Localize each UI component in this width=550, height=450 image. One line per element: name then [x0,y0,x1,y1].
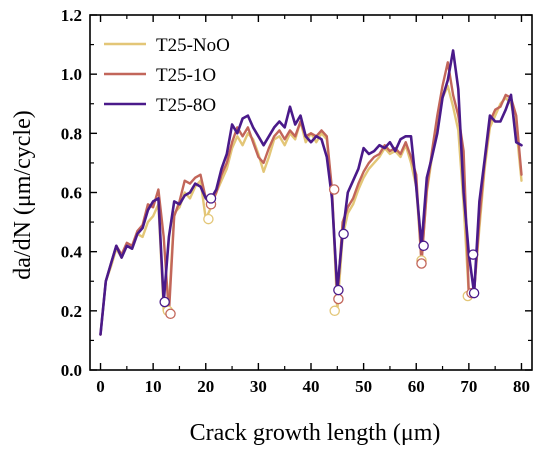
highlight-point-T25-8O [338,228,349,240]
legend-label-T25-8O: T25-8O [156,95,216,116]
y-tick-label: 1.2 [61,6,82,25]
series-line-T25-8O [99,49,523,336]
y-axis-label: da/dN (μm/cycle) [10,110,36,279]
highlight-point-T25-8O [468,287,480,299]
x-tick-label: 40 [303,377,320,396]
highlight-point-T25-NoO [329,305,340,317]
highlight-point-T25-8O [159,296,170,308]
y-tick-label: 0.2 [61,302,82,321]
highlight-point-T25-8O [418,240,429,252]
legend-label-T25-NoO: T25-NoO [156,35,230,56]
x-tick-label: 0 [96,377,105,396]
highlight-point-T25-8O [467,249,479,260]
x-axis-label: Crack growth length (μm) [190,420,441,446]
highlight-point-T25-1O [416,258,427,269]
x-tick-label: 80 [513,377,530,396]
x-tick-label: 60 [408,377,425,396]
highlight-point-T25-1O [328,184,340,195]
x-tick-label: 20 [197,377,214,396]
y-tick-label: 0.6 [61,184,82,203]
x-tick-label: 70 [460,377,477,396]
highlight-point-T25-1O [333,293,344,305]
highlight-point-T25-NoO [203,213,214,225]
highlight-point-T25-8O [333,284,344,296]
legend: T25-NoO T25-1O T25-8O [104,35,230,116]
markers-layer [159,184,480,320]
y-tick-label: 0.4 [61,243,83,262]
y-tick-label: 0.8 [61,124,82,143]
highlight-point-T25-1O [165,308,176,320]
series-line-T25-1O [99,61,523,336]
highlight-point-T25-8O [205,193,217,204]
x-tick-label: 10 [145,377,162,396]
series-layer [99,49,523,336]
x-tick-label: 50 [355,377,372,396]
legend-label-T25-1O: T25-1O [156,65,216,86]
axes: 0 10 20 30 40 50 60 70 80 0.0 0.2 0.4 0.6 0.8 1.0 1.2 [61,6,533,396]
y-tick-label: 1.0 [61,65,82,84]
y-tick-label: 0.0 [61,361,82,380]
x-tick-label: 30 [250,377,267,396]
